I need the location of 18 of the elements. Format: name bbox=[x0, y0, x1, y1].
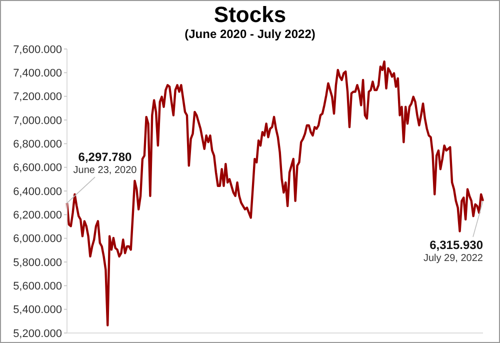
chart-title: Stocks bbox=[212, 2, 288, 27]
y-tick-label: 6,200.000 bbox=[13, 210, 62, 222]
y-tick-label: 5,400.000 bbox=[13, 304, 62, 316]
y-tick-label: 7,000.000 bbox=[13, 114, 62, 127]
y-tick-label: 6,600.000 bbox=[13, 162, 62, 174]
annotation: 6,315.930 July 29, 2022 bbox=[424, 238, 484, 264]
chart-subtitle: (June 2020 - July 2022) bbox=[184, 27, 316, 41]
line-series bbox=[66, 60, 484, 326]
y-tick-label: 7,400.000 bbox=[13, 68, 62, 80]
y-tick-label: 6,800.000 bbox=[13, 138, 62, 151]
y-tick-label: 6,400.000 bbox=[13, 186, 62, 198]
annotation: 6,297.780 June 23, 2020 bbox=[73, 150, 138, 176]
y-tick-label: 5,600.000 bbox=[13, 280, 62, 293]
y-tick-label: 7,200.000 bbox=[13, 91, 62, 104]
y-tick-label: 5,200.000 bbox=[13, 328, 62, 340]
y-tick-label: 7,600.000 bbox=[13, 44, 62, 56]
y-tick-label: 5,800.000 bbox=[13, 256, 62, 269]
y-tick-label: 6,000.000 bbox=[13, 233, 62, 246]
